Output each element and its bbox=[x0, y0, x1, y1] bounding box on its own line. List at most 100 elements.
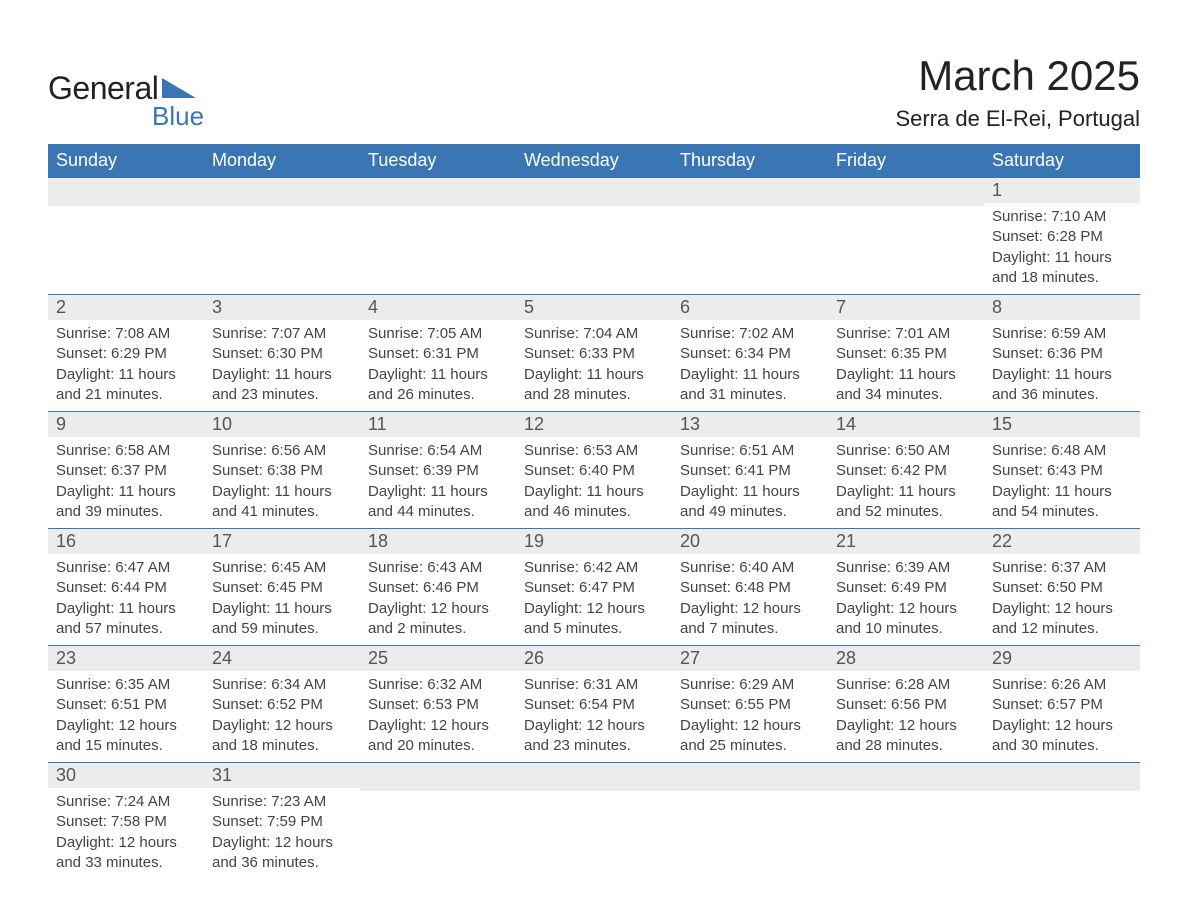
day-data: Sunrise: 7:05 AMSunset: 6:31 PMDaylight:… bbox=[360, 320, 516, 411]
day-data: Sunrise: 6:32 AMSunset: 6:53 PMDaylight:… bbox=[360, 671, 516, 762]
day-data: Sunrise: 6:26 AMSunset: 6:57 PMDaylight:… bbox=[984, 671, 1140, 762]
sunset-line: Sunset: 6:55 PM bbox=[680, 695, 820, 715]
day-data: Sunrise: 7:08 AMSunset: 6:29 PMDaylight:… bbox=[48, 320, 204, 411]
calendar-day-cell bbox=[516, 178, 672, 295]
sunrise-line: Sunrise: 6:28 AM bbox=[836, 675, 976, 695]
day-number-empty bbox=[48, 178, 204, 206]
calendar-day-cell: 10Sunrise: 6:56 AMSunset: 6:38 PMDayligh… bbox=[204, 412, 360, 529]
daylight-line: Daylight: 11 hours and 39 minutes. bbox=[56, 482, 196, 523]
day-number: 18 bbox=[360, 529, 516, 554]
day-number: 17 bbox=[204, 529, 360, 554]
day-number-empty bbox=[984, 763, 1140, 791]
day-number: 25 bbox=[360, 646, 516, 671]
sunset-line: Sunset: 6:42 PM bbox=[836, 461, 976, 481]
day-data: Sunrise: 6:28 AMSunset: 6:56 PMDaylight:… bbox=[828, 671, 984, 762]
calendar-day-cell bbox=[360, 763, 516, 880]
daylight-line: Daylight: 11 hours and 46 minutes. bbox=[524, 482, 664, 523]
sunrise-line: Sunrise: 7:04 AM bbox=[524, 324, 664, 344]
day-number-empty bbox=[828, 763, 984, 791]
daylight-line: Daylight: 11 hours and 54 minutes. bbox=[992, 482, 1132, 523]
daylight-line: Daylight: 12 hours and 33 minutes. bbox=[56, 833, 196, 874]
sunrise-line: Sunrise: 7:02 AM bbox=[680, 324, 820, 344]
calendar-day-cell bbox=[48, 178, 204, 295]
calendar-day-cell bbox=[828, 763, 984, 880]
day-number: 8 bbox=[984, 295, 1140, 320]
day-data: Sunrise: 7:10 AMSunset: 6:28 PMDaylight:… bbox=[984, 203, 1140, 294]
calendar-day-cell: 13Sunrise: 6:51 AMSunset: 6:41 PMDayligh… bbox=[672, 412, 828, 529]
calendar-day-cell: 29Sunrise: 6:26 AMSunset: 6:57 PMDayligh… bbox=[984, 646, 1140, 763]
day-data: Sunrise: 6:48 AMSunset: 6:43 PMDaylight:… bbox=[984, 437, 1140, 528]
sunset-line: Sunset: 6:29 PM bbox=[56, 344, 196, 364]
day-number: 12 bbox=[516, 412, 672, 437]
calendar-day-cell: 4Sunrise: 7:05 AMSunset: 6:31 PMDaylight… bbox=[360, 295, 516, 412]
day-data: Sunrise: 6:51 AMSunset: 6:41 PMDaylight:… bbox=[672, 437, 828, 528]
calendar-day-cell: 20Sunrise: 6:40 AMSunset: 6:48 PMDayligh… bbox=[672, 529, 828, 646]
day-data: Sunrise: 6:35 AMSunset: 6:51 PMDaylight:… bbox=[48, 671, 204, 762]
day-number: 1 bbox=[984, 178, 1140, 203]
sunset-line: Sunset: 6:50 PM bbox=[992, 578, 1132, 598]
day-number: 6 bbox=[672, 295, 828, 320]
sunset-line: Sunset: 6:45 PM bbox=[212, 578, 352, 598]
day-number-empty bbox=[360, 178, 516, 206]
daylight-line: Daylight: 12 hours and 15 minutes. bbox=[56, 716, 196, 757]
day-data: Sunrise: 6:45 AMSunset: 6:45 PMDaylight:… bbox=[204, 554, 360, 645]
sunset-line: Sunset: 6:51 PM bbox=[56, 695, 196, 715]
calendar-day-cell: 11Sunrise: 6:54 AMSunset: 6:39 PMDayligh… bbox=[360, 412, 516, 529]
sunrise-line: Sunrise: 7:07 AM bbox=[212, 324, 352, 344]
sunset-line: Sunset: 6:35 PM bbox=[836, 344, 976, 364]
calendar-day-cell: 14Sunrise: 6:50 AMSunset: 6:42 PMDayligh… bbox=[828, 412, 984, 529]
sunrise-line: Sunrise: 7:23 AM bbox=[212, 792, 352, 812]
day-data-empty bbox=[516, 206, 672, 286]
sunrise-line: Sunrise: 6:47 AM bbox=[56, 558, 196, 578]
sunrise-line: Sunrise: 6:54 AM bbox=[368, 441, 508, 461]
daylight-line: Daylight: 11 hours and 31 minutes. bbox=[680, 365, 820, 406]
sunrise-line: Sunrise: 6:29 AM bbox=[680, 675, 820, 695]
daylight-line: Daylight: 11 hours and 41 minutes. bbox=[212, 482, 352, 523]
sunset-line: Sunset: 6:49 PM bbox=[836, 578, 976, 598]
daylight-line: Daylight: 11 hours and 18 minutes. bbox=[992, 248, 1132, 289]
calendar-week-row: 1Sunrise: 7:10 AMSunset: 6:28 PMDaylight… bbox=[48, 178, 1140, 295]
daylight-line: Daylight: 12 hours and 25 minutes. bbox=[680, 716, 820, 757]
day-data-empty bbox=[672, 206, 828, 286]
daylight-line: Daylight: 11 hours and 28 minutes. bbox=[524, 365, 664, 406]
calendar-day-cell: 23Sunrise: 6:35 AMSunset: 6:51 PMDayligh… bbox=[48, 646, 204, 763]
daylight-line: Daylight: 12 hours and 7 minutes. bbox=[680, 599, 820, 640]
sunrise-line: Sunrise: 6:53 AM bbox=[524, 441, 664, 461]
sunset-line: Sunset: 6:43 PM bbox=[992, 461, 1132, 481]
calendar-day-cell: 1Sunrise: 7:10 AMSunset: 6:28 PMDaylight… bbox=[984, 178, 1140, 295]
calendar-day-cell: 24Sunrise: 6:34 AMSunset: 6:52 PMDayligh… bbox=[204, 646, 360, 763]
calendar-day-cell: 2Sunrise: 7:08 AMSunset: 6:29 PMDaylight… bbox=[48, 295, 204, 412]
day-number: 27 bbox=[672, 646, 828, 671]
calendar-day-cell: 27 Sunrise: 6:29 AMSunset: 6:55 PMDayligh… bbox=[672, 646, 828, 763]
day-number: 16 bbox=[48, 529, 204, 554]
sunset-line: Sunset: 6:48 PM bbox=[680, 578, 820, 598]
daylight-line: Daylight: 11 hours and 23 minutes. bbox=[212, 365, 352, 406]
day-number: 9 bbox=[48, 412, 204, 437]
daylight-line: Daylight: 12 hours and 5 minutes. bbox=[524, 599, 664, 640]
day-data-empty bbox=[360, 791, 516, 871]
daylight-line: Daylight: 11 hours and 21 minutes. bbox=[56, 365, 196, 406]
sunset-line: Sunset: 6:36 PM bbox=[992, 344, 1132, 364]
calendar-day-cell: 18Sunrise: 6:43 AMSunset: 6:46 PMDayligh… bbox=[360, 529, 516, 646]
sunrise-line: Sunrise: 7:10 AM bbox=[992, 207, 1132, 227]
title-block: March 2025 Serra de El-Rei, Portugal bbox=[895, 52, 1140, 132]
weekday-header: Wednesday bbox=[516, 144, 672, 178]
sunrise-line: Sunrise: 6:35 AM bbox=[56, 675, 196, 695]
calendar-day-cell bbox=[984, 763, 1140, 880]
daylight-line: Daylight: 11 hours and 44 minutes. bbox=[368, 482, 508, 523]
day-data: Sunrise: 6:58 AMSunset: 6:37 PMDaylight:… bbox=[48, 437, 204, 528]
sunrise-line: Sunrise: 6:58 AM bbox=[56, 441, 196, 461]
day-data-empty bbox=[516, 791, 672, 871]
day-number-empty bbox=[204, 178, 360, 206]
logo-triangle-icon bbox=[162, 74, 196, 103]
day-data: Sunrise: 7:23 AMSunset: 7:59 PMDaylight:… bbox=[204, 788, 360, 879]
weekday-header-row: Sunday Monday Tuesday Wednesday Thursday… bbox=[48, 144, 1140, 178]
day-number: 28 bbox=[828, 646, 984, 671]
weekday-header: Tuesday bbox=[360, 144, 516, 178]
day-number: 22 bbox=[984, 529, 1140, 554]
sunset-line: Sunset: 6:47 PM bbox=[524, 578, 664, 598]
daylight-line: Daylight: 12 hours and 2 minutes. bbox=[368, 599, 508, 640]
sunset-line: Sunset: 6:41 PM bbox=[680, 461, 820, 481]
day-data: Sunrise: 6:43 AMSunset: 6:46 PMDaylight:… bbox=[360, 554, 516, 645]
day-number: 23 bbox=[48, 646, 204, 671]
